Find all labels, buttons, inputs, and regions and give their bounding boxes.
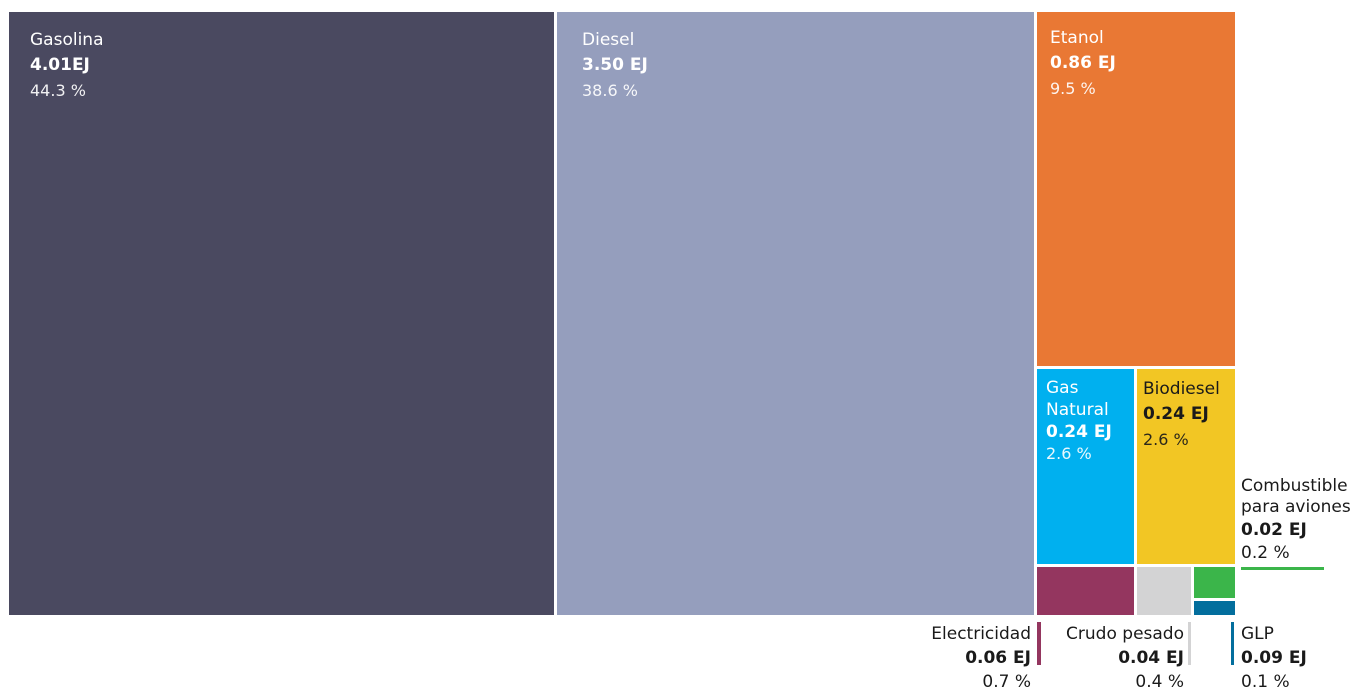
cell-diesel: Diesel 3.50 EJ 38.6 % (557, 12, 1034, 615)
cell-gas-natural: Gas Natural 0.24 EJ 2.6 % (1037, 369, 1134, 564)
name-diesel: Diesel (582, 30, 635, 50)
cell-glp (1194, 601, 1235, 615)
value-combustible: 0.02 EJ (1241, 520, 1307, 540)
percent-combustible: 0.2 % (1241, 543, 1290, 563)
cell-electricidad (1037, 567, 1134, 615)
name-electricidad: Electricidad (931, 624, 1031, 644)
ext-label-crudo-pesado: Crudo pesado 0.04 EJ 0.4 % (1040, 622, 1184, 694)
label-gas-natural: Gas Natural 0.24 EJ 2.6 % (1046, 377, 1126, 465)
name-etanol: Etanol (1050, 28, 1104, 48)
percent-diesel: 38.6 % (582, 81, 638, 100)
name-crudo-pesado: Crudo pesado (1066, 624, 1184, 644)
value-crudo-pesado: 0.04 EJ (1118, 648, 1184, 668)
name-combustible: Combustible para aviones (1241, 476, 1351, 517)
percent-biodiesel: 2.6 % (1143, 430, 1189, 449)
value-etanol: 0.86 EJ (1050, 53, 1116, 73)
percent-gasolina: 44.3 % (30, 81, 86, 100)
percent-gas-natural: 2.6 % (1046, 444, 1092, 463)
label-gasolina: Gasolina 4.01EJ 44.3 % (30, 28, 104, 103)
cell-combustible-aviones (1194, 567, 1235, 598)
label-diesel: Diesel 3.50 EJ 38.6 % (582, 28, 648, 103)
percent-crudo-pesado: 0.4 % (1135, 672, 1184, 692)
percent-etanol: 9.5 % (1050, 79, 1096, 98)
label-etanol: Etanol 0.86 EJ 9.5 % (1050, 26, 1116, 101)
cell-biodiesel: Biodiesel 0.24 EJ 2.6 % (1137, 369, 1235, 564)
label-biodiesel: Biodiesel 0.24 EJ 2.6 % (1143, 377, 1220, 452)
name-gasolina: Gasolina (30, 30, 104, 50)
name-glp: GLP (1241, 624, 1274, 644)
value-biodiesel: 0.24 EJ (1143, 404, 1209, 424)
value-diesel: 3.50 EJ (582, 55, 648, 75)
cell-etanol: Etanol 0.86 EJ 9.5 % (1037, 12, 1235, 366)
value-gasolina: 4.01EJ (30, 55, 90, 75)
cell-crudo-pesado (1137, 567, 1191, 615)
percent-glp: 0.1 % (1241, 672, 1290, 692)
cell-gasolina: Gasolina 4.01EJ 44.3 % (9, 12, 554, 615)
percent-electricidad: 0.7 % (982, 672, 1031, 692)
leader-line-crudo-pesado (1188, 622, 1191, 665)
ext-label-combustible: Combustible para aviones 0.02 EJ 0.2 % (1241, 476, 1359, 564)
value-gas-natural: 0.24 EJ (1046, 422, 1112, 442)
leader-line-combustible (1241, 567, 1324, 570)
leader-line-glp (1231, 622, 1234, 665)
name-gas-natural: Gas Natural (1046, 378, 1109, 420)
value-glp: 0.09 EJ (1241, 648, 1307, 668)
ext-label-glp: GLP 0.09 EJ 0.1 % (1241, 622, 1307, 694)
name-biodiesel: Biodiesel (1143, 379, 1220, 399)
ext-label-electricidad: Electricidad 0.06 EJ 0.7 % (900, 622, 1031, 694)
leader-line-electricidad (1037, 622, 1041, 665)
value-electricidad: 0.06 EJ (965, 648, 1031, 668)
